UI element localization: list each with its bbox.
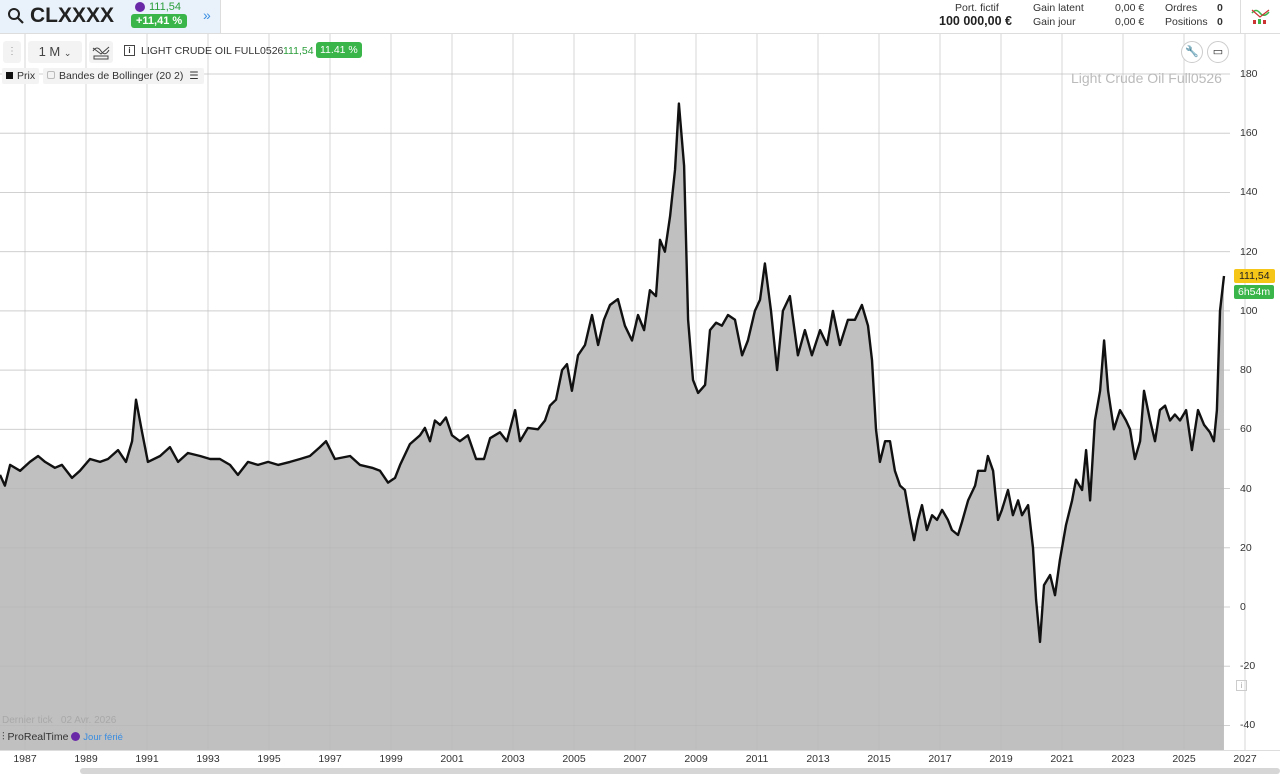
checkbox-icon [47, 71, 55, 79]
search-icon[interactable] [7, 7, 25, 25]
x-tick-label: 2005 [562, 753, 586, 765]
window-icon[interactable]: ▭ [1207, 41, 1229, 63]
y-tick-label: 80 [1240, 364, 1252, 377]
chart-watermark: Light Crude Oil Full0526 [1071, 70, 1222, 86]
period-value: 1 M [38, 44, 61, 59]
holiday-label: Jour férié [83, 732, 123, 743]
market-status-icon [135, 2, 145, 12]
gain-latent-value: 0,00 € [1115, 2, 1145, 14]
info-icon[interactable]: i [124, 45, 135, 56]
x-tick-label: 2013 [806, 753, 830, 765]
symbol-panel[interactable]: CLXXXX 111,54 +11,41 % » [0, 0, 221, 33]
legend-label: Prix [17, 70, 36, 82]
chart-style-icon [92, 46, 110, 60]
price-area-fill [0, 103, 1224, 750]
candlestick-icon: ⫶ [2, 731, 5, 743]
ordres-value: 0 [1217, 2, 1223, 14]
symbol-change-badge: +11,41 % [131, 14, 188, 28]
x-tick-label: 2027 [1233, 753, 1257, 765]
x-tick-label: 2025 [1172, 753, 1196, 765]
x-tick-label: 2009 [684, 753, 708, 765]
legend-label: Bandes de Bollinger (20 2) [59, 70, 184, 82]
settings-wrench-icon[interactable]: 🔧 [1181, 41, 1203, 63]
top-bar: CLXXXX 111,54 +11,41 % » Port. fictif 10… [0, 0, 1280, 34]
x-tick-label: 2003 [501, 753, 525, 765]
y-tick-label: 40 [1240, 482, 1252, 495]
x-tick-label: 2015 [867, 753, 891, 765]
x-tick-label: 1995 [257, 753, 281, 765]
y-tick-label: 160 [1240, 127, 1258, 140]
price-chart[interactable] [0, 34, 1280, 750]
x-tick-label: 2017 [928, 753, 952, 765]
portfolio-label: Port. fictif [955, 2, 999, 14]
portfolio-value: 100 000,00 € [939, 14, 1012, 28]
positions-label: Positions [1165, 16, 1208, 28]
indicator-chart-icon [1251, 9, 1270, 24]
x-tick-label: 1987 [13, 753, 37, 765]
expand-icon[interactable]: » [203, 7, 211, 23]
x-tick-label: 1997 [318, 753, 342, 765]
series-color-swatch [6, 72, 13, 79]
gain-jour-label: Gain jour [1033, 16, 1076, 28]
y-tick-label: 120 [1240, 245, 1258, 258]
legend-item-prix[interactable]: Prix [2, 68, 40, 84]
chevron-down-icon: ⌄ [63, 48, 72, 58]
y-tick-label: 180 [1240, 68, 1258, 81]
price-line [0, 102, 1226, 644]
gain-jour-value: 0,00 € [1115, 16, 1145, 28]
y-tick-label: 60 [1240, 423, 1252, 436]
x-tick-label: 1989 [74, 753, 98, 765]
instrument-change-badge: 11.41 % [316, 42, 362, 58]
y-tick-label: 140 [1240, 186, 1258, 199]
gain-latent-label: Gain latent [1033, 2, 1084, 14]
x-axis[interactable]: 1987 1989 1991 1993 1995 1997 1999 2001 2003 2005… [0, 750, 1280, 766]
legend-list-icon[interactable]: ☰ [184, 68, 204, 84]
symbol-name: CLXXXX [30, 4, 115, 27]
y-tick-label: 20 [1240, 541, 1252, 554]
y-tick-label: -20 [1240, 660, 1256, 673]
x-tick-label: 2019 [989, 753, 1013, 765]
drag-handle-icon[interactable]: ⋮ [3, 41, 21, 63]
y-tick-label: -40 [1240, 719, 1256, 732]
x-tick-label: 1991 [135, 753, 159, 765]
brand: ⫶ ProRealTime Jour férié [2, 731, 123, 743]
x-tick-label: 2007 [623, 753, 647, 765]
x-tick-label: 1993 [196, 753, 220, 765]
period-select[interactable]: 1 M ⌄ [28, 41, 82, 63]
last-tick-label: Dernier tick 02 Avr. 2026 [2, 715, 117, 726]
x-tick-label: 2021 [1050, 753, 1074, 765]
instrument-price: 111,54 [283, 45, 314, 57]
holiday-icon [71, 732, 81, 741]
y-tick-label: 0 [1240, 601, 1246, 613]
info-small-icon[interactable]: i [1236, 680, 1247, 691]
chart-type-button[interactable] [89, 41, 113, 63]
symbol-price: 111,54 [149, 1, 182, 13]
x-tick-label: 2001 [440, 753, 464, 765]
x-tick-label: 2023 [1111, 753, 1135, 765]
price-tag: 111,54 [1234, 269, 1275, 283]
legend-item-bollinger[interactable]: Bandes de Bollinger (20 2) [43, 68, 188, 84]
indicators-button[interactable] [1240, 0, 1280, 33]
positions-value: 0 [1217, 16, 1223, 28]
horizontal-scrollbar[interactable] [80, 768, 1280, 774]
countdown-tag: 6h54m [1234, 285, 1275, 299]
y-tick-label: 100 [1240, 304, 1258, 317]
x-tick-label: 2011 [745, 753, 769, 765]
x-tick-label: 1999 [379, 753, 403, 765]
ordres-label: Ordres [1165, 2, 1198, 14]
instrument-name: LIGHT CRUDE OIL FULL0526 [141, 45, 284, 57]
